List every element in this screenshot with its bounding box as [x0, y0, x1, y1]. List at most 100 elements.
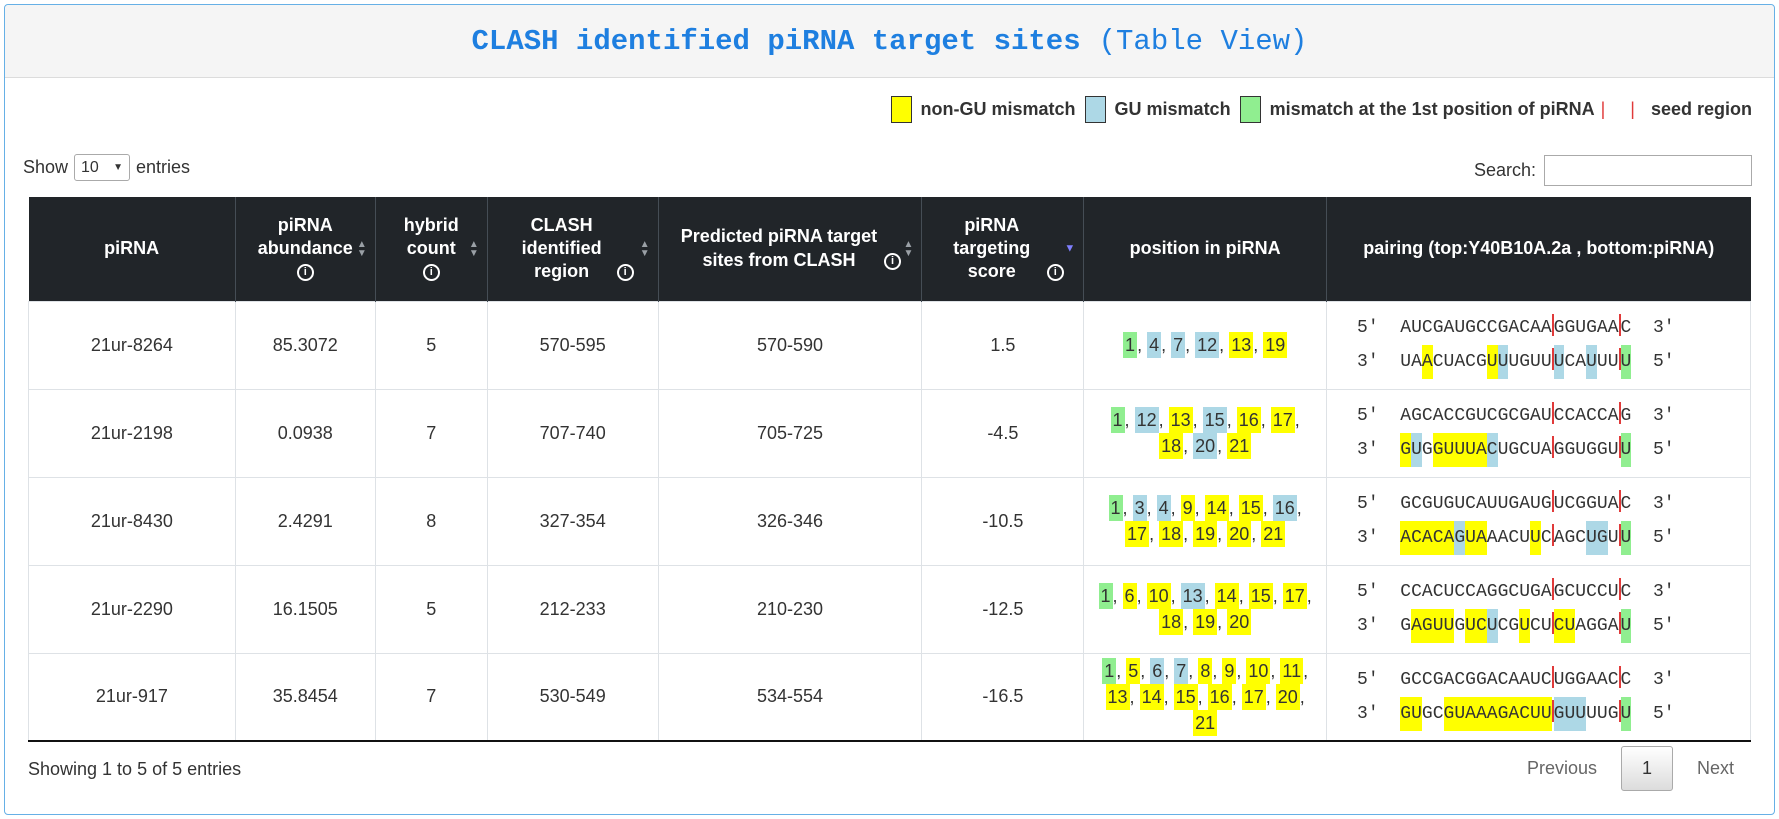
info-icon[interactable]: i	[884, 252, 901, 270]
nucleotide: U	[1620, 521, 1632, 555]
strand-end-label: 3'	[1652, 318, 1675, 338]
previous-button[interactable]: Previous	[1526, 758, 1597, 778]
nucleotide: U	[1497, 494, 1509, 514]
col-header-abundance[interactable]: piRNA abundance i ▲ ▼	[235, 197, 376, 301]
nucleotide: A	[1421, 521, 1433, 555]
cell-abundance: 16.1505	[234, 564, 376, 654]
strand-end-label: 3'	[1357, 352, 1379, 372]
nucleotide: C	[1475, 609, 1487, 643]
nucleotide: C	[1497, 669, 1509, 690]
nucleotide: G	[1553, 696, 1565, 731]
nucleotide: U	[1486, 609, 1498, 643]
nucleotide: A	[1508, 318, 1520, 338]
nucleotide: A	[1475, 582, 1487, 602]
table-header-row: piRNA piRNA abundance i ▲ ▼ hybrid count i ▲ ▼…	[28, 197, 1751, 301]
position-badge: 7	[1174, 657, 1189, 684]
cell-pirna: 21ur-8264	[28, 300, 236, 390]
nucleotide: G	[1530, 582, 1541, 602]
strand-end-label: 5'	[1357, 406, 1379, 426]
nucleotide: C	[1519, 440, 1531, 460]
nucleotide: C	[1421, 318, 1433, 338]
position-badge: 17	[1282, 582, 1307, 609]
strand-end-label: 3'	[1357, 528, 1379, 548]
nucleotide: U	[1443, 609, 1455, 643]
nucleotide: U	[1575, 440, 1587, 460]
nucleotide: G	[1411, 406, 1422, 426]
position-badge: 13	[1229, 331, 1254, 359]
panel-header: CLASH identified piRNA target sites (Tab…	[5, 5, 1774, 78]
nucleotide: U	[1596, 352, 1608, 372]
legend-gu: GU mismatch	[1114, 99, 1231, 119]
nucleotide: A	[1530, 406, 1541, 426]
position-badge: 17	[1241, 683, 1266, 710]
col-header-hybrid[interactable]: hybrid count i ▲ ▼	[375, 197, 488, 301]
nucleotide: G	[1465, 669, 1476, 690]
nucleotide: G	[1432, 669, 1444, 690]
position-badge: 13	[1105, 683, 1130, 710]
nucleotide: U	[1596, 494, 1608, 514]
nucleotide: U	[1620, 696, 1632, 731]
position-badge: 4	[1147, 331, 1162, 359]
nucleotide: C	[1540, 528, 1552, 548]
cell-score: 1.5	[921, 300, 1085, 390]
pirna-table: piRNA piRNA abundance i ▲ ▼ hybrid count i ▲ ▼…	[28, 197, 1751, 742]
position-badge: 15	[1202, 406, 1227, 433]
nucleotide: C	[1508, 582, 1520, 602]
seed-boundary-mark	[1551, 490, 1554, 512]
strand-end-label: 5'	[1652, 352, 1675, 372]
entries-select[interactable]: 10 ▼	[74, 154, 131, 181]
nucleotide: C	[1454, 669, 1466, 690]
nucleotide: A	[1540, 440, 1552, 460]
nucleotide: C	[1411, 494, 1422, 514]
nucleotide: G	[1519, 406, 1531, 426]
search-input[interactable]	[1544, 155, 1752, 186]
position-badge: 10	[1146, 582, 1171, 609]
next-button[interactable]: Next	[1696, 758, 1734, 778]
col-header-score[interactable]: piRNA targeting score i ▼	[921, 197, 1085, 301]
legend-swatch-blue	[1084, 96, 1106, 123]
col-header-pirna[interactable]: piRNA	[28, 197, 236, 301]
nucleotide: U	[1486, 345, 1498, 379]
cell-region: 212-233	[486, 564, 659, 654]
strand-end-label: 5'	[1357, 318, 1379, 338]
nucleotide: G	[1564, 318, 1576, 338]
entries-select-value: 10	[81, 158, 99, 176]
nucleotide: G	[1564, 440, 1576, 460]
nucleotide: C	[1564, 582, 1576, 602]
info-icon[interactable]: i	[296, 264, 314, 282]
page-button-1[interactable]: 1	[1620, 746, 1673, 791]
nucleotide: A	[1607, 406, 1619, 426]
nucleotide: G	[1454, 616, 1466, 636]
nucleotide: G	[1432, 318, 1444, 338]
info-icon[interactable]: i	[616, 264, 634, 282]
strand-end-label: 5'	[1652, 528, 1675, 548]
nucleotide: A	[1508, 696, 1520, 731]
legend-non-gu: non-GU mismatch	[920, 99, 1076, 119]
legend-swatch-yellow	[890, 96, 912, 123]
seed-boundary-mark	[1618, 314, 1621, 336]
sort-icon: ▲ ▼	[356, 238, 367, 259]
pairing-target-line: 5' GCGUGUCAUUGAUG UCGGUA C 3'	[1357, 487, 1749, 521]
cell-positions: 1, 4, 7, 12, 13, 19	[1083, 300, 1328, 390]
cell-abundance: 85.3072	[234, 300, 376, 390]
nucleotide: A	[1553, 528, 1565, 548]
nucleotide: A	[1508, 669, 1520, 690]
col-header-predicted[interactable]: Predicted piRNA target sites from CLASH …	[658, 197, 923, 301]
position-badge: 6	[1122, 582, 1137, 609]
position-badge: 10	[1246, 657, 1271, 684]
nucleotide: G	[1508, 616, 1520, 636]
seed-boundary-mark	[1618, 490, 1621, 512]
info-icon[interactable]: i	[422, 264, 440, 282]
info-icon[interactable]: i	[1046, 264, 1064, 282]
nucleotide: U	[1519, 528, 1531, 548]
nucleotide: G	[1400, 616, 1412, 636]
seed-boundary-mark	[1551, 314, 1554, 336]
position-badge: 19	[1263, 331, 1288, 359]
position-badge: 3	[1132, 494, 1147, 521]
col-header-label: pairing (top:Y40B10A.2a , bottom:piRNA)	[1363, 238, 1715, 259]
strand-end-label: 5'	[1652, 616, 1675, 636]
col-header-region[interactable]: CLASH identified region i ▲ ▼	[487, 197, 659, 301]
nucleotide: G	[1553, 440, 1565, 460]
position-badge: 17	[1270, 406, 1295, 433]
cell-positions: 1, 5, 6, 7, 8, 9, 10, 11, 13, 14, 15, 16…	[1083, 652, 1328, 742]
